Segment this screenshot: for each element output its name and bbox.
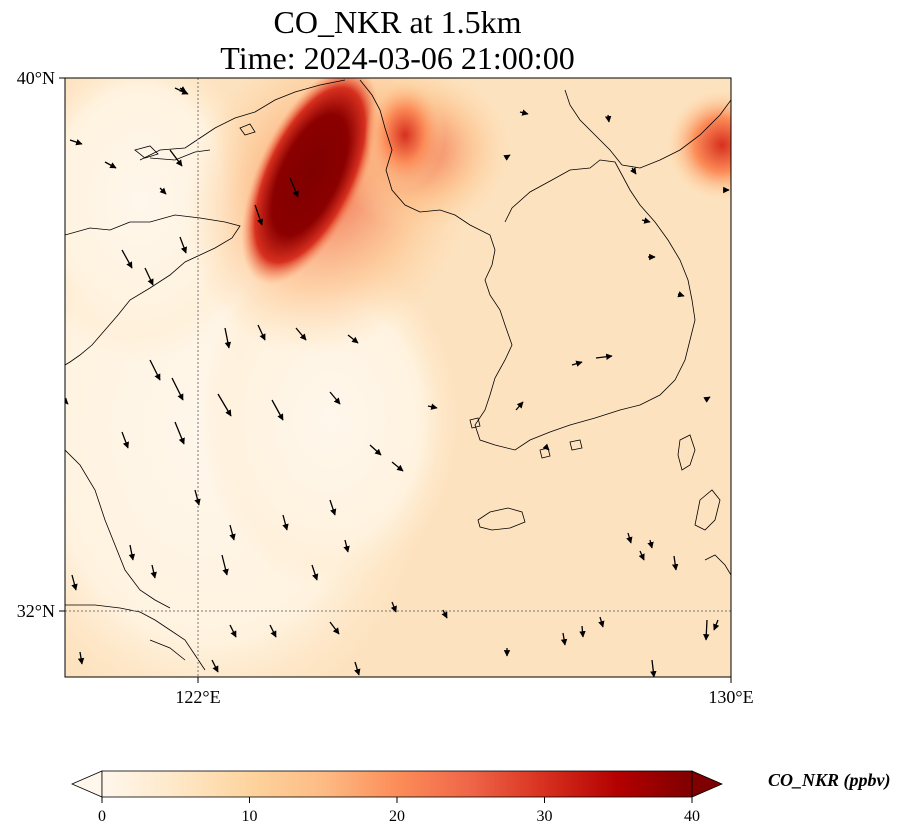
map-title-line1: CO_NKR at 1.5km xyxy=(273,4,522,40)
lon-tick-label-130: 130°E xyxy=(708,687,753,707)
wind-arrow xyxy=(179,236,187,254)
wind-arrow xyxy=(650,659,657,677)
wind-arrow xyxy=(542,443,550,451)
colorbar-tick-label-20: 20 xyxy=(389,808,405,825)
wind-arrow xyxy=(71,574,78,591)
wind-arrow xyxy=(211,659,219,673)
wind-arrow xyxy=(217,393,232,417)
wind-arrow xyxy=(560,632,568,646)
wind-arrow xyxy=(571,360,583,367)
wind-arrow xyxy=(329,621,340,635)
colorbar-extend-max xyxy=(691,770,724,798)
colorbar-gradient xyxy=(101,770,693,798)
lon-tick-label-122: 122°E xyxy=(175,687,220,707)
wind-arrow xyxy=(677,291,685,298)
colorbar-tick-label-40: 40 xyxy=(684,808,700,825)
wind-arrow xyxy=(329,391,341,405)
wind-arrow xyxy=(65,397,69,405)
wind-arrow xyxy=(347,334,359,344)
wind-arrow xyxy=(647,539,654,549)
wind-arrow xyxy=(595,353,613,360)
wind-arrow xyxy=(579,625,586,638)
colorbar-ticks: 0 10 20 30 40 xyxy=(98,797,700,825)
wind-arrow xyxy=(503,154,511,161)
wind-arrow xyxy=(604,114,612,123)
wind-arrow xyxy=(171,377,184,401)
wind-arrow xyxy=(121,249,133,269)
wind-arrow xyxy=(427,403,438,410)
wind-arrow xyxy=(295,327,307,341)
colorbar-extend-min xyxy=(70,770,103,798)
wind-arrow xyxy=(343,539,350,553)
colorbar: 0 10 20 30 40 xyxy=(70,770,724,825)
wind-arrow xyxy=(179,86,187,93)
wind-arrow xyxy=(144,267,154,286)
wind-arrow xyxy=(282,514,289,531)
wind-arrow xyxy=(121,431,129,449)
wind-arrow xyxy=(149,359,161,381)
wind-arrow xyxy=(671,555,679,571)
wind-arrow xyxy=(519,109,529,116)
wind-arrow xyxy=(169,149,183,167)
wind-arrow xyxy=(159,187,167,195)
gridlines xyxy=(65,78,731,677)
wind-arrow xyxy=(229,524,236,541)
wind-arrow xyxy=(390,601,397,613)
wind-arrow xyxy=(150,564,157,579)
wind-arrow xyxy=(269,624,277,638)
wind-arrow xyxy=(391,461,404,472)
wind-arrow xyxy=(626,532,633,544)
lon-axis: 122°E 130°E xyxy=(175,677,754,707)
lat-tick-label-32: 32°N xyxy=(17,601,55,621)
wind-arrow xyxy=(630,167,637,175)
wind-arrow xyxy=(638,550,645,561)
wind-arrow xyxy=(441,609,448,619)
wind-arrow xyxy=(289,177,299,198)
colorbar-tick-label-0: 0 xyxy=(98,808,106,825)
wind-arrow xyxy=(221,554,229,576)
wind-arrow xyxy=(515,401,524,411)
map-title-line2: Time: 2024-03-06 21:00:00 xyxy=(220,40,575,76)
wind-arrow xyxy=(174,421,185,445)
wind-arrow xyxy=(257,324,266,341)
colorbar-tick-label-10: 10 xyxy=(242,808,258,825)
coastlines xyxy=(65,79,731,671)
lat-axis: 40°N 32°N xyxy=(17,68,65,621)
wind-arrow xyxy=(713,619,720,631)
wind-arrow xyxy=(69,139,83,146)
wind-vectors xyxy=(65,86,730,677)
wind-arrow xyxy=(329,499,337,516)
map-frame xyxy=(64,77,732,678)
wind-arrow xyxy=(311,564,319,581)
colorbar-label: CO_NKR (ppbv) xyxy=(768,770,891,790)
wind-arrow xyxy=(703,619,710,641)
wind-arrow xyxy=(254,204,264,226)
wind-arrow xyxy=(271,399,284,421)
wind-arrow xyxy=(128,544,136,561)
wind-arrow xyxy=(641,217,651,224)
wind-arrow xyxy=(224,327,232,349)
concentration-field xyxy=(65,78,731,677)
wind-arrow xyxy=(77,651,85,665)
wind-arrow xyxy=(104,161,117,169)
wind-arrow xyxy=(229,624,237,638)
wind-arrow xyxy=(598,616,605,628)
lat-tick-label-40: 40°N xyxy=(17,68,55,88)
wind-arrow xyxy=(369,444,382,456)
wind-arrow xyxy=(354,661,361,676)
wind-arrow xyxy=(194,489,201,506)
wind-arrow xyxy=(703,396,711,403)
colorbar-tick-label-30: 30 xyxy=(537,808,553,825)
